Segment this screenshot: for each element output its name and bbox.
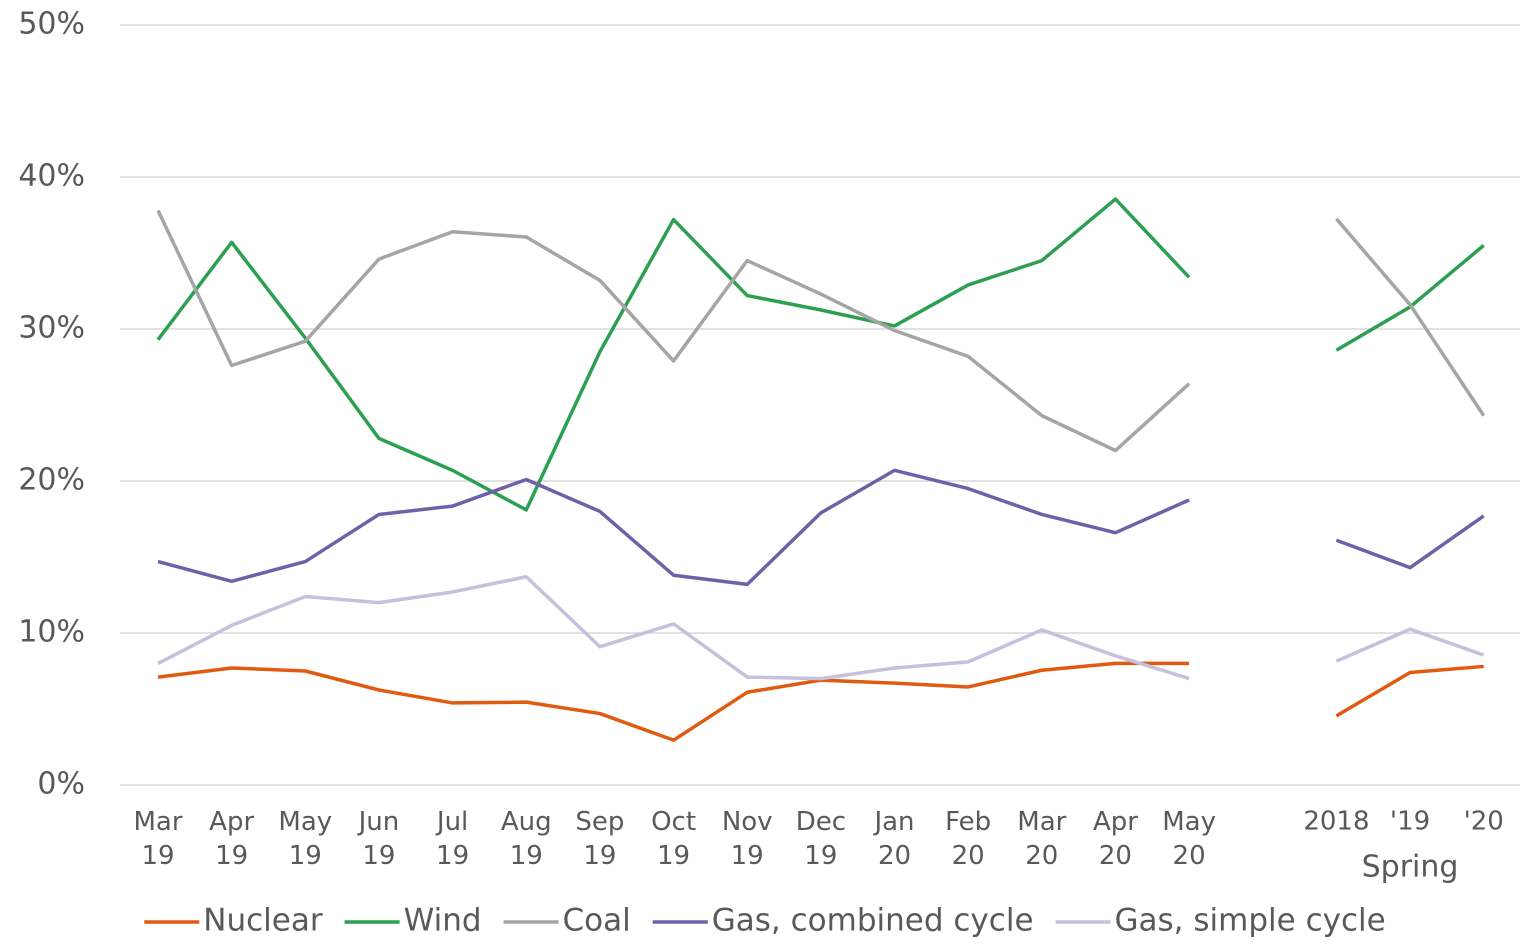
x-tick-label: Oct 19 <box>651 807 696 871</box>
x-tick-label: 2018 <box>1303 807 1369 837</box>
x-tick-label: Mar 20 <box>1017 807 1066 871</box>
x-tick-label: Feb 20 <box>945 807 991 871</box>
x-tick-label: Jan 20 <box>872 807 914 871</box>
x-tick-label: '20 <box>1464 807 1504 837</box>
y-tick-label: 10% <box>18 615 85 650</box>
x-tick-label: May 20 <box>1162 807 1216 871</box>
x-tick-label: Jun 19 <box>357 807 400 871</box>
x-tick-label: '19 <box>1390 807 1430 837</box>
x-tick-label: Mar 19 <box>133 807 182 871</box>
legend-label: Nuclear <box>203 903 323 939</box>
x-tick-label: Dec 19 <box>796 807 846 871</box>
x-tick-label: Sep 19 <box>575 807 624 871</box>
x-tick-label: Apr 20 <box>1093 807 1138 871</box>
legend-label: Gas, simple cycle <box>1115 903 1386 939</box>
legend-label: Gas, combined cycle <box>712 903 1034 939</box>
series-line <box>157 661 1190 742</box>
series-line <box>156 209 1191 453</box>
x-tick-label: Nov 19 <box>722 807 773 871</box>
series-line <box>1335 514 1485 570</box>
y-tick-label: 20% <box>18 463 85 498</box>
legend-label: Wind <box>404 903 482 939</box>
series-line <box>1335 627 1485 663</box>
y-tick-label: 40% <box>18 159 85 194</box>
x-tick-label: May 19 <box>278 807 332 871</box>
y-tick-label: 50% <box>18 7 85 42</box>
y-tick-label: 0% <box>37 767 85 802</box>
legend-label: Coal <box>563 903 631 939</box>
series-line <box>157 575 1190 681</box>
series-line <box>156 197 1191 512</box>
x-tick-label: Aug 19 <box>501 807 552 871</box>
y-tick-label: 30% <box>18 311 85 346</box>
series-line <box>1335 664 1484 718</box>
series-line <box>157 468 1190 587</box>
series-line <box>1335 217 1486 417</box>
series-line <box>1335 244 1485 352</box>
x-tick-label: Apr 19 <box>209 807 254 871</box>
group-label: Spring <box>1362 850 1459 885</box>
x-tick-label: Jul 19 <box>435 807 469 871</box>
